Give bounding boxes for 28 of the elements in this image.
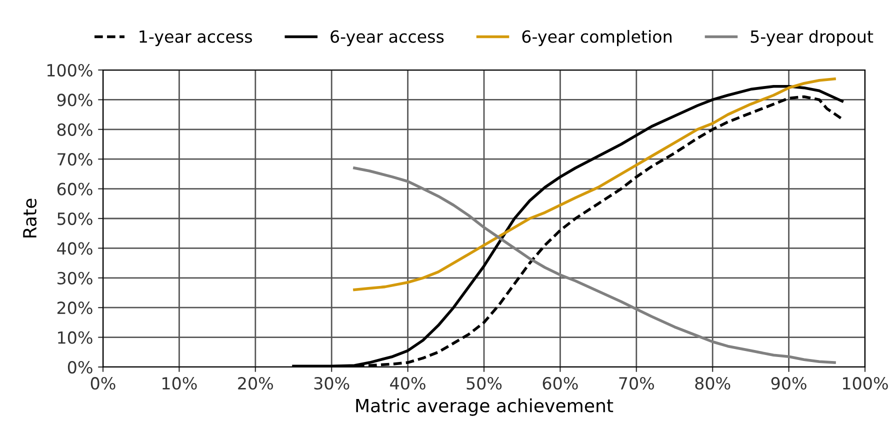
y-tick-label: 20% [57,302,92,314]
legend-label: 6-year access [330,30,444,46]
y-tick-label: 80% [57,123,92,136]
x-tick-label: 0% [90,377,116,390]
x-tick-label: 60% [542,377,578,390]
y-tick-label: 10% [58,331,92,344]
legend-label: 6-year completion [522,30,672,46]
y-tick-label: 40% [57,242,92,255]
x-tick-label: 20% [238,377,273,390]
y-tick-label: 70% [58,153,92,166]
x-tick-label: 100% [843,377,888,390]
x-tick-label: 50% [466,377,502,390]
x-tick-label: 10% [162,377,197,390]
y-axis-title: Rate [23,198,37,238]
x-tick-label: 90% [771,377,806,390]
x-tick-label: 30% [314,377,350,390]
y-tick-label: 0% [68,360,92,374]
x-tick-label: 80% [695,377,730,390]
y-tick-label: 50% [58,212,92,226]
x-axis-title: Matric average achievement [356,398,614,416]
x-tick-label: 70% [619,377,654,390]
y-tick-label: 30% [58,272,92,284]
y-tick-label: 90% [57,94,92,106]
x-tick-label: 40% [390,377,426,390]
y-tick-label: 100% [47,64,92,77]
legend-label: 5-year dropout [750,30,874,46]
y-tick-label: 60% [57,182,92,196]
legend-label: 1-year access [140,30,252,46]
